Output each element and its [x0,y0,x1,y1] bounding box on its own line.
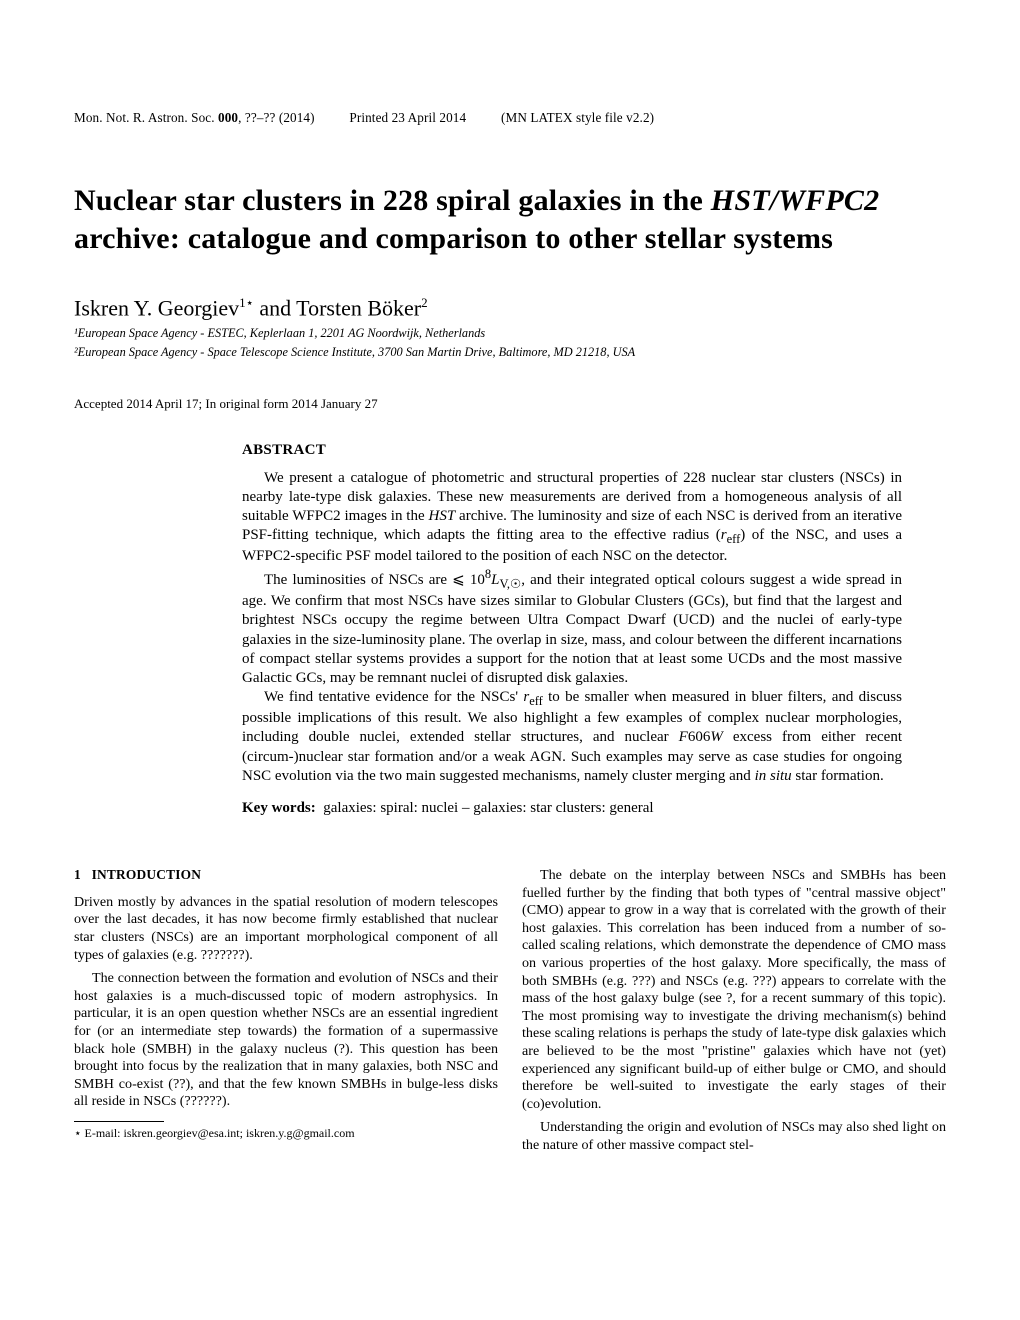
accepted-dates: Accepted 2014 April 17; In original form… [74,396,946,412]
body-para-2: The connection between the formation and… [74,970,498,1111]
keywords: Key words: galaxies: spiral: nuclei – ga… [242,800,902,817]
affiliation-2: ²European Space Agency - Space Telescope… [74,344,946,361]
abstract-para-2: The luminosities of NSCs are ⩽ 108LV,☉, … [242,566,902,688]
section-title: INTRODUCTION [92,867,202,882]
journal-name: Mon. Not. R. Astron. Soc. [74,110,215,125]
abstract-para-1: We present a catalogue of photometric an… [242,469,902,567]
abstract-heading: ABSTRACT [242,442,902,459]
abstract-block: ABSTRACT We present a catalogue of photo… [242,442,902,817]
keywords-text: galaxies: spiral: nuclei – galaxies: sta… [323,800,653,816]
body-para-4: Understanding the origin and evolution o… [522,1119,946,1154]
pages: ??–?? [245,110,276,125]
footnote-rule [74,1121,164,1122]
author-line: Iskren Y. Georgiev1⋆ and Torsten Böker2 [74,295,946,321]
body-para-3: The debate on the interplay between NSCs… [522,867,946,1114]
printed-date: Printed 23 April 2014 [349,110,466,125]
style-note: (MN LATEX style file v2.2) [501,110,654,125]
section-1-heading: 1 INTRODUCTION [74,867,498,884]
section-number: 1 [74,867,81,882]
volume: 000 [218,110,238,125]
affiliation-1: ¹European Space Agency - ESTEC, Keplerla… [74,325,946,342]
paper-title: Nuclear star clusters in 228 spiral gala… [74,182,946,259]
page: Mon. Not. R. Astron. Soc. 000, ??–?? (20… [0,0,1020,1320]
keywords-label: Key words: [242,800,316,816]
year: (2014) [279,110,315,125]
body-columns: 1 INTRODUCTION Driven mostly by advances… [74,867,946,1155]
running-header: Mon. Not. R. Astron. Soc. 000, ??–?? (20… [74,110,946,126]
footnote: ⋆ E-mail: iskren.georgiev@esa.int; iskre… [74,1126,498,1141]
abstract-para-3: We find tentative evidence for the NSCs'… [242,688,902,786]
pages-sep: , [238,110,245,125]
body-para-1: Driven mostly by advances in the spatial… [74,894,498,964]
